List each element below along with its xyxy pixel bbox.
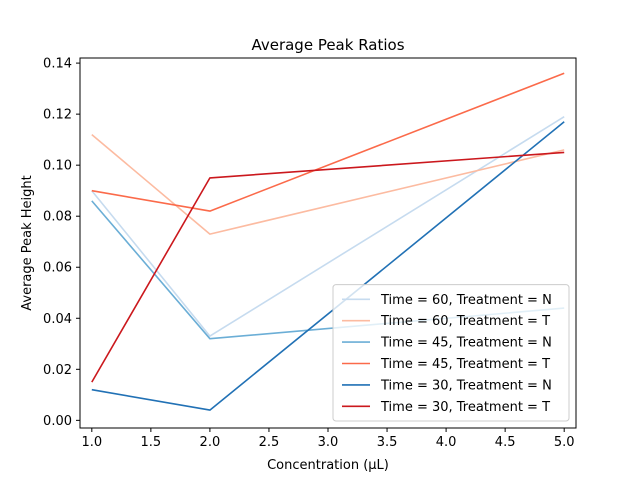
- x-tick-label: 2.0: [200, 435, 221, 450]
- x-tick-label: 2.5: [259, 435, 280, 450]
- series-line-4: [91, 72, 565, 212]
- y-tick-label: 0.06: [43, 261, 72, 276]
- x-tick-label: 4.5: [495, 435, 516, 450]
- y-tick-label: 0.12: [43, 108, 72, 123]
- legend-label-6: Time = 30, Treatment = T: [380, 400, 550, 415]
- x-tick-label: 4.0: [436, 435, 457, 450]
- legend: Time = 60, Treatment = N Time = 60, Treat…: [332, 284, 570, 422]
- legend-label-4: Time = 45, Treatment = T: [380, 357, 550, 372]
- x-tick-label: 3.0: [318, 435, 339, 450]
- legend-frame: [332, 284, 570, 422]
- legend-label-2: Time = 60, Treatment = T: [380, 314, 550, 329]
- series-line-5: [91, 121, 565, 411]
- y-tick-label: 0.04: [43, 312, 72, 327]
- x-tick-label: 1.5: [141, 435, 162, 450]
- y-axis: 0.00 0.02 0.04 0.06 0.08 0.10 0.12 0.14: [43, 57, 80, 429]
- series-line-2: [91, 133, 565, 235]
- x-tick-label: 5.0: [554, 435, 575, 450]
- series-line-6: [91, 151, 565, 383]
- y-tick-label: 0.08: [43, 210, 72, 225]
- x-tick-label: 1.0: [81, 435, 102, 450]
- y-axis-title: Average Peak Height: [20, 175, 35, 311]
- x-axis: 1.0 1.5 2.0 2.5 3.0 3.5 4.0 4.5 5.0: [81, 428, 575, 450]
- y-tick-label: 0.00: [43, 414, 72, 429]
- legend-label-1: Time = 60, Treatment = N: [380, 293, 552, 308]
- y-tick-label: 0.14: [43, 57, 72, 72]
- x-axis-title: Concentration (μL): [267, 458, 389, 473]
- legend-label-3: Time = 45, Treatment = N: [380, 336, 552, 351]
- legend-label-5: Time = 30, Treatment = N: [380, 378, 552, 393]
- series-layer: [91, 72, 565, 411]
- y-tick-label: 0.10: [43, 159, 72, 174]
- y-tick-label: 0.02: [43, 363, 72, 378]
- series-line-1: [91, 116, 565, 337]
- x-tick-label: 3.5: [377, 435, 398, 450]
- chart-title: Average Peak Ratios: [251, 36, 404, 54]
